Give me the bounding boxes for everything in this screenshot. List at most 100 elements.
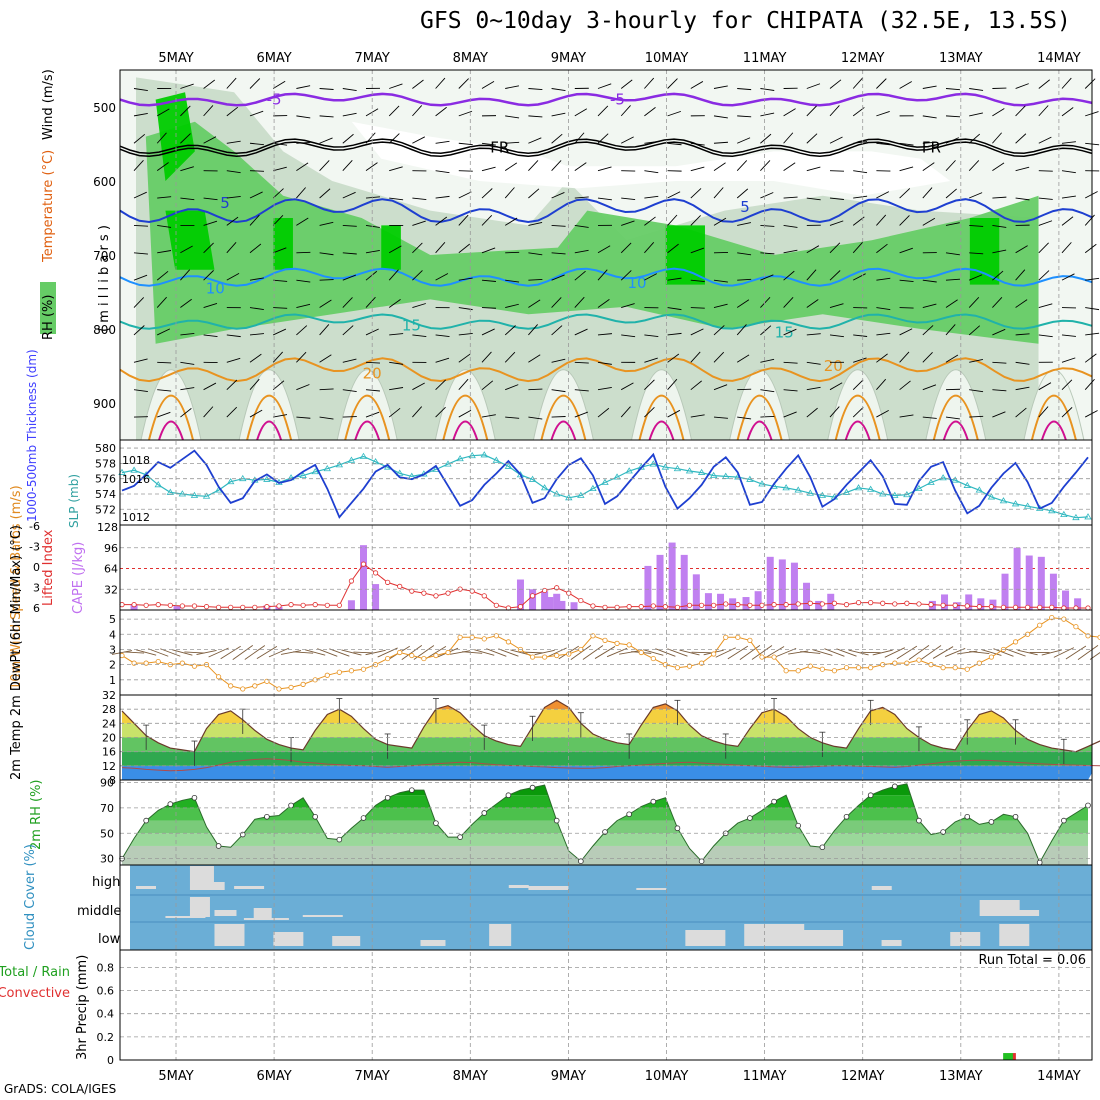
li-line-point — [167, 602, 173, 608]
wind-barb — [1084, 78, 1096, 89]
wind-barb-10m — [800, 651, 821, 654]
wind-barb — [203, 302, 218, 308]
temp-contour-25 — [932, 394, 979, 441]
wind-barb — [783, 224, 798, 228]
wind-barb — [365, 249, 380, 254]
warm-plume — [532, 369, 594, 441]
wind-barb — [945, 137, 959, 144]
wind-barb — [551, 389, 566, 393]
slp-ytick: 1012 — [122, 511, 150, 524]
wind-barb — [620, 242, 632, 254]
temp2m-ytick: 32 — [102, 689, 116, 702]
rh2m-point — [843, 813, 850, 820]
rh2m-point — [1061, 817, 1067, 824]
wind-barb — [922, 187, 933, 199]
li-line-point — [698, 602, 705, 608]
wind-barb — [690, 279, 705, 283]
temp-contour-30 — [1040, 420, 1067, 441]
wind-barb-10m — [305, 649, 326, 656]
rh2m-point — [747, 815, 753, 821]
rh2m-point — [626, 811, 632, 818]
wind-barb-10m — [425, 646, 447, 659]
temp-contour-10 — [119, 267, 1093, 287]
wind10m-line-point — [505, 639, 511, 645]
rh2m-point — [529, 784, 536, 791]
wind-barb — [365, 132, 376, 144]
wind10m-line-point — [940, 665, 946, 671]
wind-barb-10m — [739, 645, 761, 660]
wind-barb — [876, 214, 887, 226]
precip-ytick: 0.2 — [97, 1031, 115, 1044]
wind-barb-10m — [751, 645, 773, 660]
cape-bar — [372, 584, 380, 610]
wind-barb — [226, 379, 238, 391]
wind-barb — [783, 249, 798, 254]
li-line-point — [892, 601, 898, 607]
li-line-point — [191, 603, 198, 609]
wind-barb — [945, 278, 960, 281]
wind10m-line-point — [686, 663, 693, 669]
wind-barb — [667, 78, 678, 89]
wind-barb — [574, 361, 589, 364]
cape-bar — [742, 597, 750, 610]
cape-bar — [680, 554, 688, 610]
li-line-point — [795, 601, 801, 607]
wind-barb — [945, 252, 960, 256]
wind-barb — [713, 279, 728, 283]
wind10m-line-point — [1097, 634, 1100, 640]
thickness-line-point — [879, 490, 887, 497]
wind-barb — [528, 160, 539, 171]
rh2m-point — [867, 792, 874, 799]
thickness-line-point — [492, 456, 501, 463]
wind-barb — [690, 188, 702, 199]
wind-barb — [133, 297, 145, 308]
wind-barb — [481, 166, 496, 172]
wind10m-line-point — [638, 649, 644, 656]
wind10m-line-point — [807, 663, 813, 669]
li-line-point — [493, 602, 499, 608]
thickness-line-point — [396, 469, 404, 476]
rh2m-point — [553, 817, 560, 824]
wind-barb — [597, 407, 610, 418]
date-label-top: 10MAY — [645, 51, 689, 66]
wind-barb — [783, 196, 798, 199]
wind-barb — [899, 279, 914, 283]
thickness-line-point — [697, 468, 706, 475]
temp2m-ytick: 12 — [102, 760, 116, 773]
wind-barb — [597, 299, 610, 308]
wind-barb — [388, 245, 402, 254]
cape-bar — [815, 600, 823, 610]
rh2m-point — [698, 858, 705, 864]
wind-barb — [412, 136, 426, 144]
chart-title: GFS 0~10day 3-hourly for CHIPATA (32.5E,… — [420, 8, 1071, 34]
rh2m-point — [215, 843, 222, 849]
wind-barb — [389, 387, 404, 391]
wind-barb — [806, 245, 820, 254]
panel-frame-p8 — [119, 949, 1093, 1061]
wind-barb-10m — [679, 649, 700, 656]
rh2m-point — [795, 822, 801, 829]
li-line-point — [445, 590, 451, 596]
wind-barb — [157, 250, 172, 254]
wind-barb — [969, 192, 983, 199]
cloud-cat-high: high — [92, 875, 120, 890]
wind-barb — [829, 382, 843, 391]
thickness-line-point — [456, 454, 464, 462]
wind-barb — [319, 299, 332, 308]
wind-barb — [899, 215, 910, 226]
wind-barb — [273, 307, 288, 309]
wind-barb — [156, 132, 167, 144]
rh-region — [381, 225, 401, 270]
wind-barb — [760, 160, 771, 171]
wind-barb — [528, 137, 542, 144]
wind-barb — [922, 85, 937, 89]
wind-barb-10m — [824, 648, 845, 657]
wind-barb — [783, 162, 796, 172]
wind-barb — [249, 277, 264, 281]
wind-barb — [412, 406, 423, 418]
date-label-top: 7MAY — [355, 51, 390, 66]
temp2m-ytick: 16 — [102, 746, 116, 759]
wind-barb — [922, 384, 937, 391]
wind10m-line-point — [276, 686, 282, 692]
wind-barb — [435, 334, 450, 338]
